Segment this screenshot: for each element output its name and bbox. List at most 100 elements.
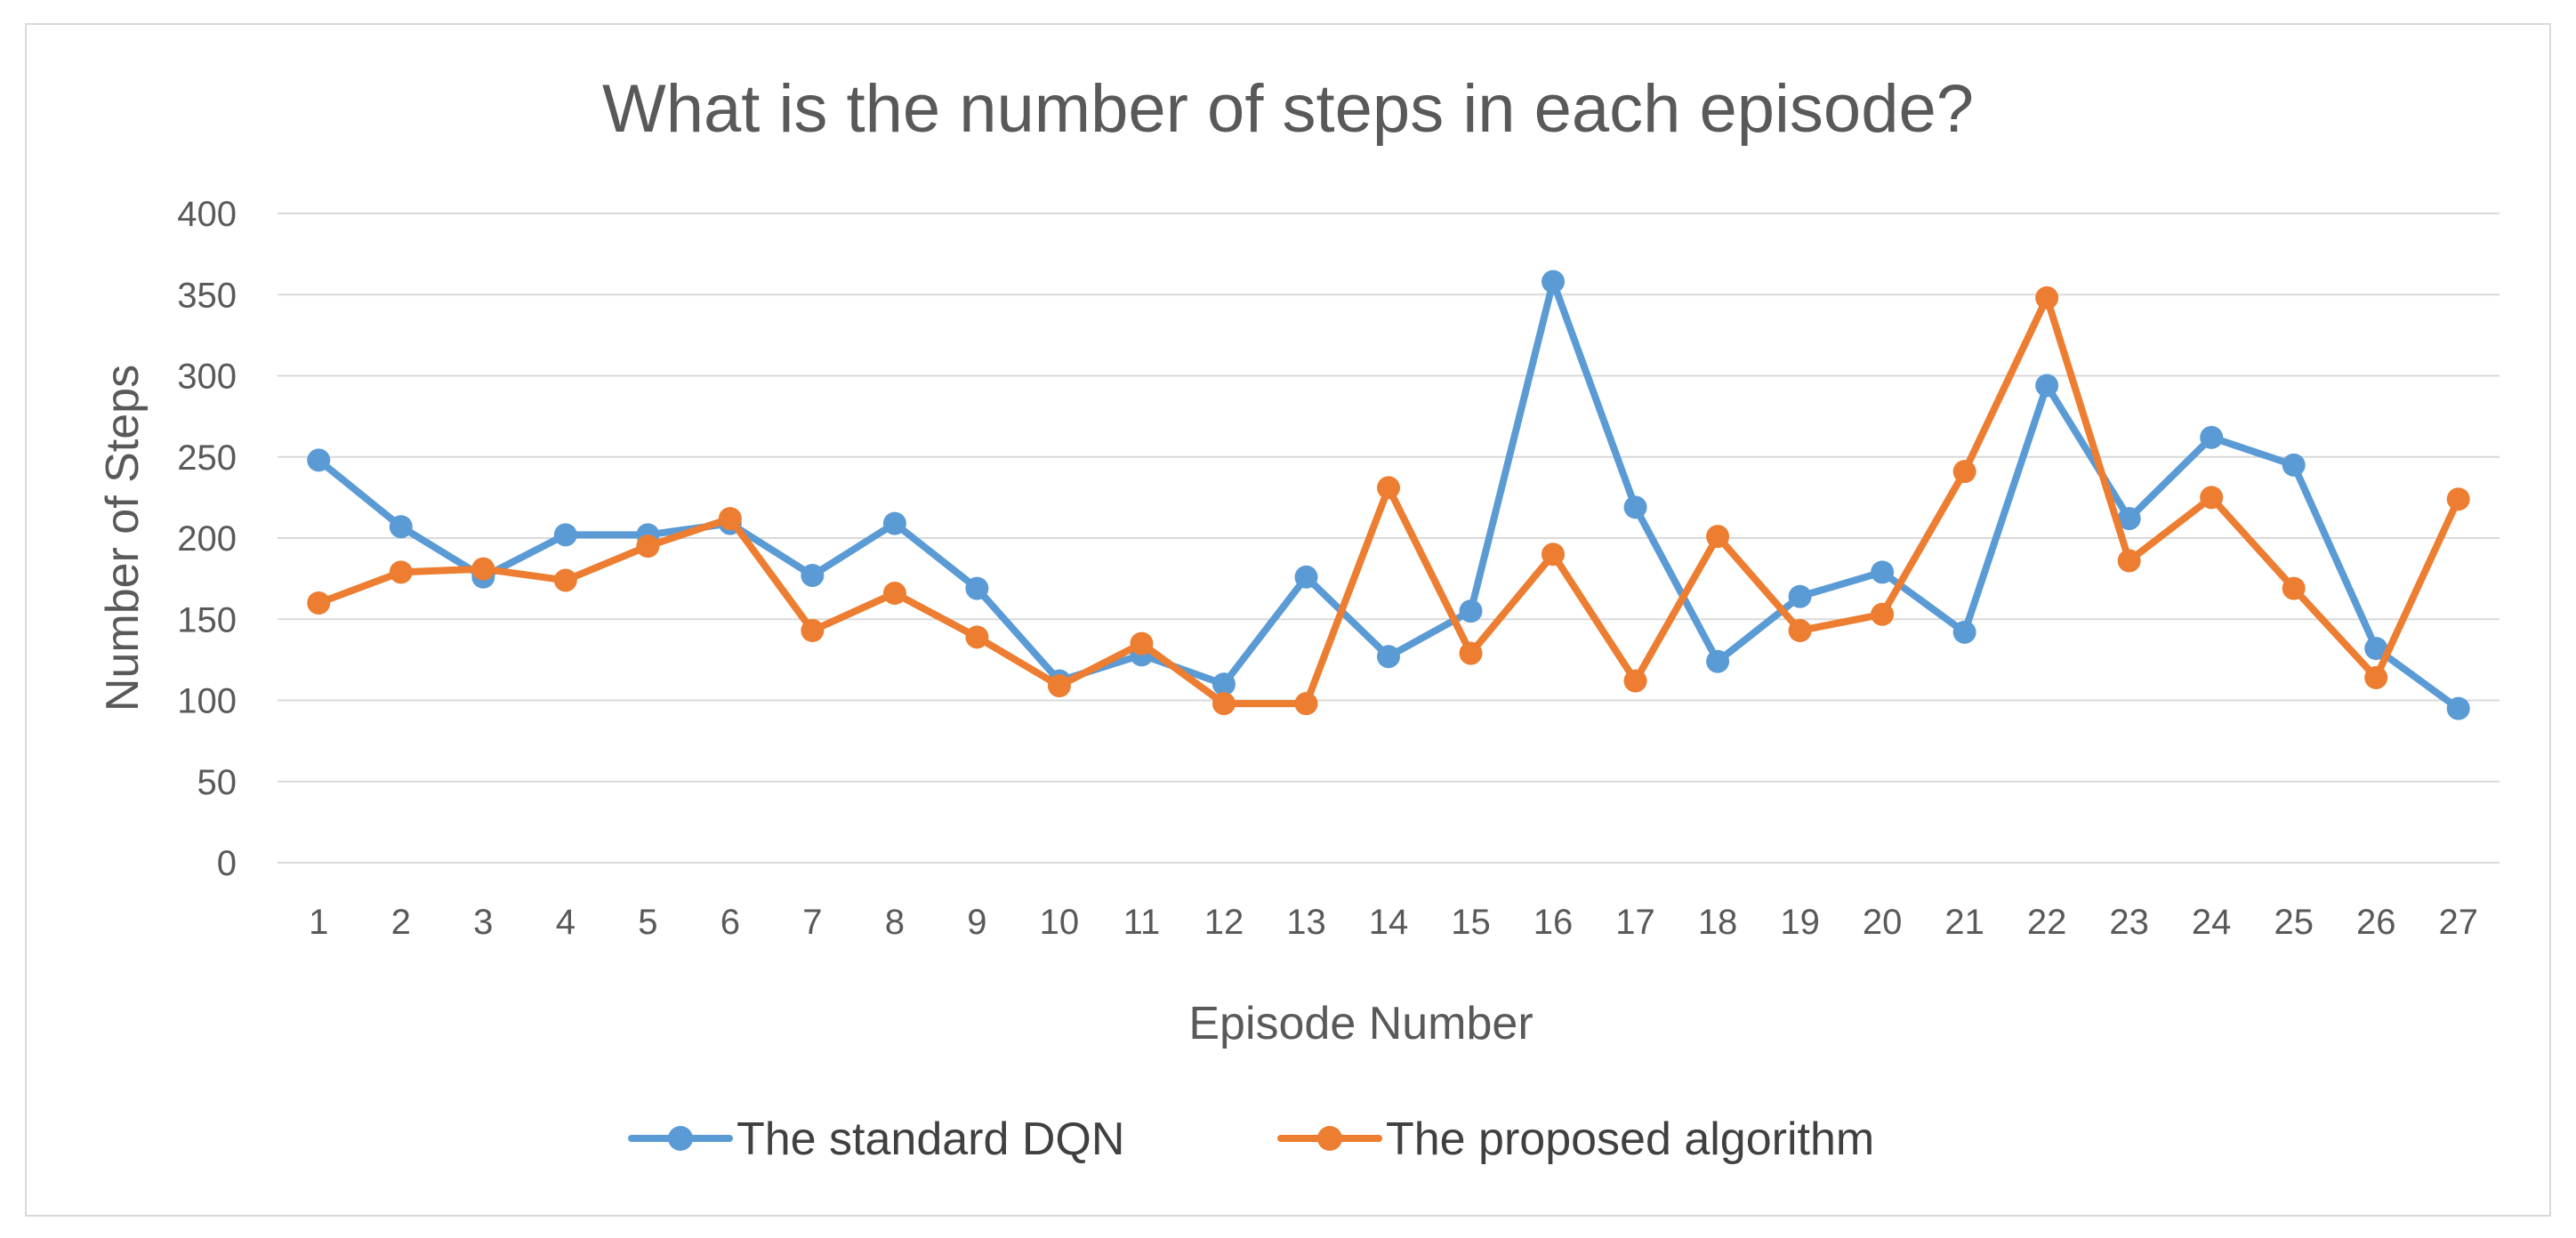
data-point (2446, 696, 2470, 720)
data-point (2200, 425, 2224, 449)
data-point (389, 515, 413, 539)
gridlines (278, 213, 2500, 864)
y-tick-label: 250 (177, 438, 237, 478)
data-point (307, 591, 331, 615)
data-point (801, 619, 825, 643)
data-point (1952, 620, 1976, 644)
data-point (718, 507, 742, 531)
y-tick-label: 100 (177, 682, 237, 721)
x-tick-label: 22 (2027, 903, 2067, 942)
legend-marker (668, 1126, 693, 1151)
data-point (389, 560, 413, 584)
data-point (1788, 619, 1812, 643)
x-tick-label: 20 (1863, 903, 1903, 942)
data-point (1706, 649, 1730, 673)
data-point (1130, 631, 1154, 655)
data-point (553, 523, 577, 547)
x-tick-label: 21 (1944, 903, 1984, 942)
x-tick-label: 14 (1369, 903, 1409, 942)
series-line (315, 293, 2462, 708)
x-tick-label: 11 (1123, 903, 1161, 942)
x-tick-label: 23 (2109, 903, 2149, 942)
data-point (1459, 641, 1483, 665)
data-point (2035, 285, 2059, 310)
data-point (1459, 599, 1483, 623)
data-point (1294, 692, 1318, 716)
y-tick-label: 350 (177, 276, 237, 315)
x-tick-label: 3 (473, 903, 493, 942)
y-tick-label: 400 (177, 195, 237, 234)
data-point (1542, 543, 1566, 567)
data-point (2200, 486, 2224, 510)
data-point (2035, 374, 2059, 398)
x-tick-label: 5 (638, 903, 657, 942)
data-point (2282, 453, 2306, 477)
legend: The standard DQN The proposed algorithm (628, 1113, 1874, 1165)
x-tick-label: 25 (2274, 903, 2314, 942)
legend-item: The standard DQN (628, 1113, 1124, 1165)
data-point (1212, 672, 1236, 696)
x-tick-label: 16 (1534, 903, 1574, 942)
x-tick-label: 24 (2192, 903, 2232, 942)
x-tick-label: 19 (1780, 903, 1820, 942)
data-point (1871, 602, 1895, 626)
y-tick-label: 0 (217, 844, 237, 883)
data-point (882, 511, 906, 535)
x-tick-label: 13 (1286, 903, 1326, 942)
chart-title: What is the number of steps in each epis… (602, 71, 1974, 147)
y-tick-label: 150 (177, 600, 237, 639)
data-point (965, 625, 989, 649)
data-point (1047, 674, 1071, 698)
data-point (1377, 645, 1400, 669)
x-tick-label: 18 (1698, 903, 1738, 942)
legend-item: The proposed algorithm (1277, 1113, 1874, 1165)
series-group (307, 269, 2470, 720)
data-point (2364, 665, 2388, 689)
x-tick-label: 8 (885, 903, 905, 942)
data-point (636, 535, 660, 559)
y-tick-label: 50 (197, 763, 237, 802)
x-tick-label: 6 (720, 903, 740, 942)
data-point (1952, 460, 1976, 484)
x-tick-label: 15 (1451, 903, 1491, 942)
x-tick-label: 2 (391, 903, 411, 942)
y-tick-label: 300 (177, 358, 237, 397)
x-tick-label: 26 (2356, 903, 2396, 942)
data-point (1542, 269, 1566, 293)
x-tick-label: 1 (309, 903, 328, 942)
data-point (882, 582, 906, 606)
data-point (553, 568, 577, 592)
legend-marker (1317, 1126, 1342, 1151)
x-tick-label: 27 (2438, 903, 2478, 942)
data-point (2117, 507, 2141, 531)
data-point (1788, 584, 1812, 608)
x-tick-label: 12 (1204, 903, 1244, 942)
data-point (2364, 637, 2388, 661)
data-point (2282, 576, 2306, 600)
data-point (307, 448, 331, 472)
data-point (471, 557, 495, 581)
data-point (1623, 669, 1647, 693)
data-point (965, 576, 989, 600)
data-point (1212, 692, 1236, 716)
x-tick-label: 4 (556, 903, 576, 942)
data-point (1377, 476, 1400, 500)
legend-label: The standard DQN (737, 1113, 1124, 1165)
data-point (2117, 549, 2141, 573)
data-point (1871, 560, 1895, 584)
y-tick-labels: 0 50 100 150 200 250 300 350 400 (177, 195, 237, 883)
series-2 (307, 285, 2470, 716)
data-point (1623, 495, 1647, 519)
x-tick-label: 17 (1615, 903, 1655, 942)
x-tick-labels: 1 2 3 4 5 6 7 8 9 10 11 12 13 14 15 16 17 18 19 20 21 22 23 24 2… (309, 903, 2478, 942)
data-point (1294, 565, 1318, 589)
x-tick-label: 10 (1040, 903, 1080, 942)
legend-label: The proposed algorithm (1386, 1113, 1874, 1165)
x-tick-label: 9 (967, 903, 986, 942)
x-tick-label: 7 (802, 903, 822, 942)
y-axis-title: Number of Steps (97, 365, 149, 711)
y-tick-label: 200 (177, 519, 237, 559)
x-axis-title: Episode Number (1188, 998, 1533, 1049)
data-point (801, 563, 825, 587)
